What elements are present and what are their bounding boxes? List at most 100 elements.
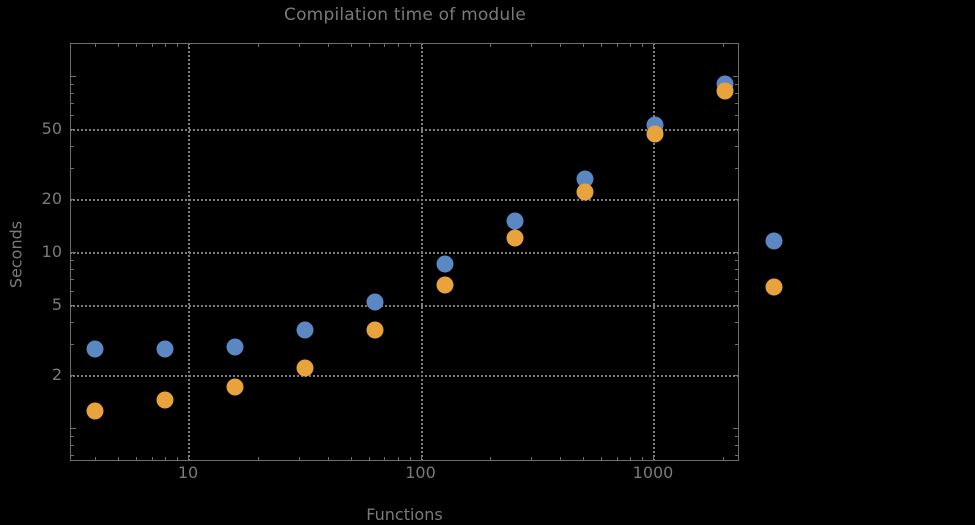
data-point bbox=[366, 321, 384, 339]
y-axis-tick bbox=[735, 279, 739, 281]
x-axis-tick bbox=[118, 43, 119, 47]
y-axis-tick bbox=[735, 455, 739, 457]
data-point bbox=[226, 378, 244, 396]
y-axis-tick bbox=[70, 427, 76, 429]
y-tick-label: 2 bbox=[51, 365, 62, 384]
y-axis-tick bbox=[70, 84, 74, 86]
x-tick-label: 10 bbox=[177, 463, 199, 482]
x-axis-tick bbox=[490, 43, 492, 47]
x-axis-tick bbox=[350, 457, 352, 461]
x-axis-tick bbox=[583, 457, 584, 461]
data-point bbox=[506, 229, 524, 247]
data-point bbox=[86, 340, 104, 358]
data-point bbox=[576, 170, 594, 188]
data-point bbox=[366, 293, 384, 311]
y-axis-tick bbox=[735, 322, 739, 324]
y-axis-tick bbox=[70, 291, 74, 293]
y-axis-tick bbox=[735, 436, 739, 438]
x-axis-tick bbox=[531, 43, 533, 47]
x-axis-tick bbox=[630, 457, 632, 461]
gridline-horizontal bbox=[70, 304, 739, 307]
x-axis-tick bbox=[151, 457, 153, 461]
x-axis-tick bbox=[177, 457, 179, 461]
x-axis-tick bbox=[722, 457, 724, 461]
chart-title: Compilation time of module bbox=[284, 5, 526, 25]
y-axis-tick bbox=[70, 260, 74, 262]
y-axis-tick bbox=[70, 322, 74, 324]
x-axis-tick bbox=[642, 43, 644, 47]
x-tick-label: 100 bbox=[405, 463, 436, 482]
y-axis-tick bbox=[70, 279, 74, 281]
gridline-horizontal bbox=[70, 129, 739, 131]
data-point bbox=[296, 359, 314, 377]
y-axis-tick bbox=[735, 84, 739, 86]
x-axis-tick bbox=[298, 457, 300, 461]
x-axis-tick bbox=[384, 43, 386, 47]
data-point bbox=[646, 125, 664, 143]
y-tick-label: 5 bbox=[51, 294, 62, 314]
x-axis-tick bbox=[397, 43, 399, 47]
x-axis-tick bbox=[409, 43, 411, 47]
y-axis-tick bbox=[735, 445, 739, 447]
x-axis-tick bbox=[298, 43, 300, 47]
x-axis-tick bbox=[601, 457, 603, 461]
y-axis-tick bbox=[70, 146, 74, 148]
data-point bbox=[156, 391, 174, 409]
gridline-horizontal bbox=[70, 199, 739, 202]
x-axis-tick bbox=[118, 457, 119, 461]
data-point bbox=[716, 82, 734, 100]
x-axis-tick bbox=[165, 43, 167, 47]
y-axis-tick bbox=[735, 103, 739, 105]
x-axis-tick bbox=[327, 457, 329, 461]
x-axis-tick bbox=[136, 457, 138, 461]
x-axis-tick bbox=[165, 457, 167, 461]
y-axis-tick bbox=[733, 427, 739, 429]
y-axis-tick bbox=[70, 455, 74, 457]
x-axis-tick bbox=[601, 43, 603, 47]
y-axis-tick bbox=[735, 168, 739, 170]
y-axis-tick bbox=[70, 269, 74, 271]
data-point bbox=[296, 321, 314, 339]
x-axis-tick bbox=[630, 43, 632, 47]
x-axis-tick bbox=[397, 457, 399, 461]
y-axis-tick bbox=[70, 93, 74, 95]
data-point bbox=[576, 183, 594, 201]
x-axis-tick bbox=[151, 43, 153, 47]
y-axis-tick bbox=[70, 76, 76, 78]
y-axis-tick bbox=[735, 269, 739, 271]
plot-frame bbox=[70, 43, 739, 461]
y-axis-tick bbox=[70, 115, 74, 117]
x-axis-tick bbox=[531, 457, 533, 461]
x-axis-tick bbox=[560, 43, 562, 47]
y-axis-tick-labels: 50 20 10 5 2 bbox=[0, 0, 62, 525]
y-axis-tick bbox=[733, 76, 739, 78]
x-axis-tick bbox=[95, 457, 97, 461]
x-axis-tick bbox=[350, 43, 352, 47]
x-axis-tick bbox=[136, 43, 138, 47]
x-axis-tick bbox=[327, 43, 329, 47]
x-axis-tick bbox=[257, 43, 259, 47]
x-axis-tick bbox=[257, 457, 259, 461]
data-point bbox=[765, 278, 783, 296]
gridline-horizontal bbox=[70, 252, 739, 254]
x-axis-tick bbox=[409, 457, 411, 461]
x-tick-label: 1000 bbox=[632, 463, 674, 482]
x-axis-tick bbox=[722, 43, 724, 47]
data-point bbox=[86, 402, 104, 420]
y-axis-tick bbox=[735, 146, 739, 148]
y-axis-tick bbox=[70, 445, 74, 447]
y-tick-label: 10 bbox=[41, 242, 62, 261]
data-point bbox=[765, 232, 783, 250]
y-tick-label: 20 bbox=[41, 189, 62, 209]
data-point bbox=[226, 338, 244, 356]
x-axis-title: Functions bbox=[366, 505, 443, 524]
x-axis-tick bbox=[616, 457, 618, 461]
x-axis-tick bbox=[95, 43, 97, 47]
y-tick-label: 50 bbox=[41, 119, 62, 138]
x-axis-tick bbox=[642, 457, 644, 461]
x-axis-tick bbox=[583, 43, 584, 47]
y-axis-tick bbox=[70, 103, 74, 105]
data-point bbox=[436, 276, 454, 294]
y-axis-tick bbox=[735, 93, 739, 95]
